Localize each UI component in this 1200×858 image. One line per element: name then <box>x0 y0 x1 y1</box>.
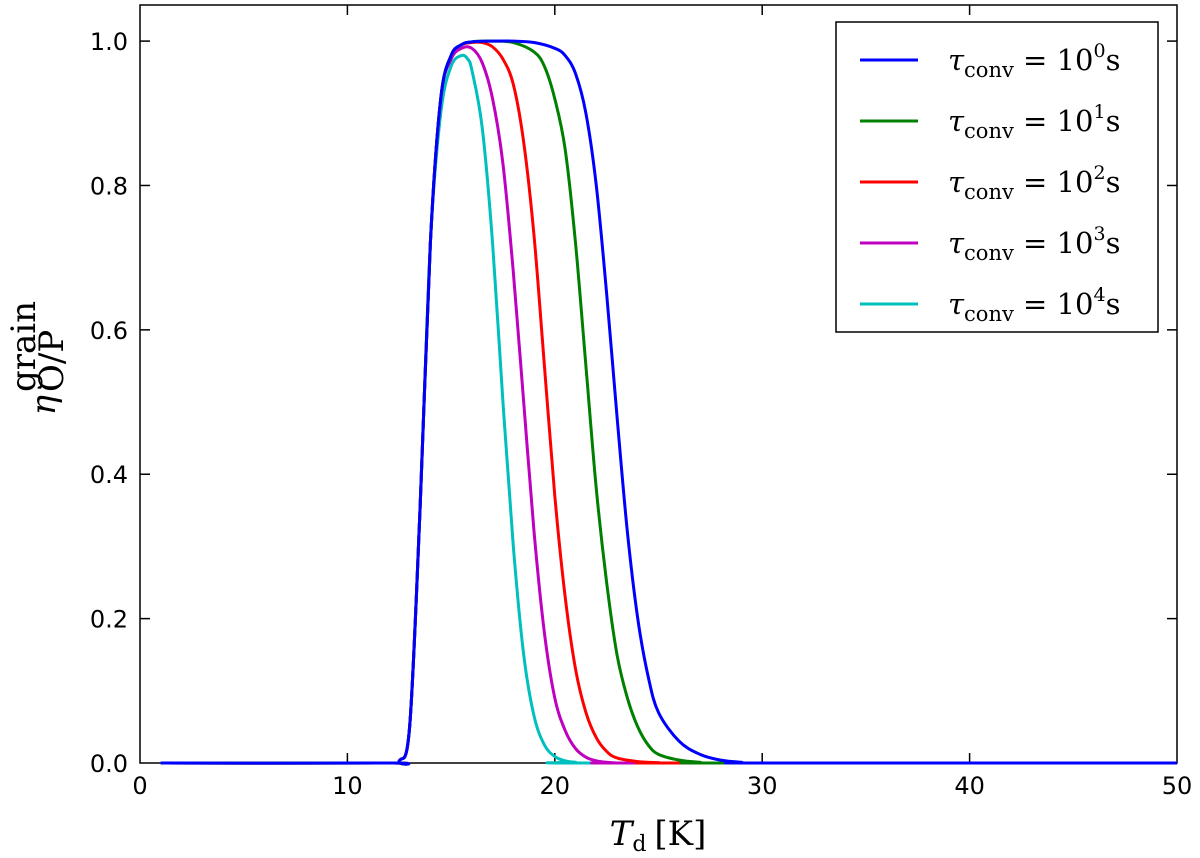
legend-box <box>835 21 1159 333</box>
x-tick-label: 40 <box>954 772 985 800</box>
y-tick-label: 0.8 <box>90 172 128 200</box>
legend: τconv = 100s τconv = 101s τconv = 102s τcon… <box>835 21 1159 333</box>
legend-entries: τconv = 100s τconv = 101s τconv = 102s τcon… <box>860 40 1120 326</box>
y-tick-label: 0.4 <box>90 461 128 489</box>
x-axis-label: Td [K] <box>610 814 707 857</box>
y-tick-label: 1.0 <box>90 28 128 56</box>
legend-label-1: τconv = 101s <box>948 101 1120 143</box>
series-line-0 <box>160 39 1178 766</box>
x-axis-label-unit: [K] <box>654 814 706 854</box>
x-tick-label: 50 <box>1162 772 1193 800</box>
x-tick-label: 20 <box>540 772 571 800</box>
x-tick-label: 10 <box>332 772 363 800</box>
y-tick-label: 0.6 <box>90 317 128 345</box>
legend-label-2: τconv = 102s <box>948 162 1120 204</box>
legend-label-4: τconv = 104s <box>948 284 1120 326</box>
legend-label-3: τconv = 103s <box>948 223 1120 265</box>
y-axis-label-symbol: η <box>24 394 64 415</box>
x-axis-label-symbol: T <box>610 814 635 854</box>
legend-label-0: τconv = 100s <box>948 40 1120 82</box>
axis-ticks: 0 10 20 30 40 50 0.0 0.2 0.4 0.6 0.8 1.0 <box>90 5 1192 800</box>
y-axis-label-superscript: grain <box>4 301 44 392</box>
series-layer <box>160 39 1178 766</box>
y-tick-label: 0.0 <box>90 750 128 778</box>
x-tick-label: 30 <box>747 772 778 800</box>
y-axis-label-subscript: O/P <box>32 330 72 392</box>
y-tick-label: 0.2 <box>90 606 128 634</box>
y-axis-label: η grain O/P <box>4 301 72 415</box>
x-axis-label-subscript: d <box>632 832 646 857</box>
x-tick-label: 0 <box>132 772 147 800</box>
